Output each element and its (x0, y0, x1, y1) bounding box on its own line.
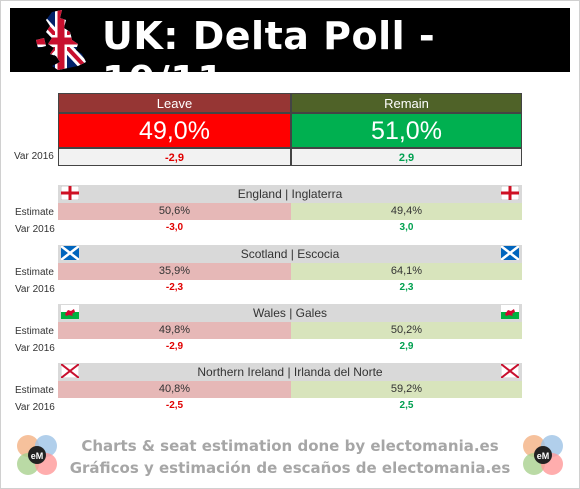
var-label: Var 2016 (15, 284, 55, 295)
remain-estimate: 59,2% (291, 381, 522, 398)
leave-var: -2,9 (165, 341, 184, 352)
region-name: Northern Ireland | Irlanda del Norte (58, 363, 522, 381)
var-label: Var 2016 (15, 224, 55, 235)
northern-ireland-flag-icon (61, 364, 79, 378)
leave-estimate: 50,6% (58, 203, 291, 220)
estimate-label: Estimate (15, 267, 54, 278)
region-name: Wales | Gales (58, 304, 522, 322)
region-scotland: Scotland | Escocia 35,9% 64,1% -2,3 2,3 (58, 245, 522, 297)
national-var-label: Var 2016 (14, 151, 54, 162)
leave-var: -2,3 (165, 282, 184, 293)
northern-ireland-flag-icon (501, 364, 519, 378)
remain-var: 2,5 (399, 400, 414, 411)
wales-flag-icon (501, 305, 519, 319)
remain-header: Remain (291, 93, 522, 113)
estimate-label: Estimate (15, 207, 54, 218)
footer-credit-en: Charts & seat estimation done by electom… (81, 437, 499, 455)
uk-map-icon (36, 10, 86, 70)
remain-national-var: 2,9 (291, 148, 522, 166)
page-title: UK: Delta Poll - 19/11 (102, 14, 436, 102)
logo-text: eM (31, 451, 44, 461)
scotland-flag-icon (501, 246, 519, 260)
var-label: Var 2016 (15, 343, 55, 354)
remain-estimate: 50,2% (291, 322, 522, 339)
leave-national-var: -2,9 (58, 148, 291, 166)
electomania-logo-icon: eM (17, 435, 57, 475)
leave-national-value: 49,0% (58, 113, 291, 148)
region-wales: Wales | Gales 49,8% 50,2% -2,9 2,9 (58, 304, 522, 356)
leave-estimate: 35,9% (58, 263, 291, 280)
england-flag-icon (61, 186, 79, 200)
remain-var: 2,3 (399, 282, 414, 293)
leave-var: -3,0 (165, 222, 184, 233)
region-name: England | Inglaterra (58, 185, 522, 203)
leave-header: Leave (58, 93, 291, 113)
remain-estimate: 64,1% (291, 263, 522, 280)
leave-var: -2,5 (165, 400, 184, 411)
remain-var: 2,9 (399, 341, 414, 352)
title-banner: UK: Delta Poll - 19/11 (10, 8, 570, 102)
region-name: Scotland | Escocia (58, 245, 522, 263)
leave-estimate: 49,8% (58, 322, 291, 339)
var-label: Var 2016 (15, 402, 55, 413)
logo-text: eM (537, 451, 550, 461)
remain-var: 3,0 (399, 222, 414, 233)
region-northern-ireland: Northern Ireland | Irlanda del Norte 40,… (58, 363, 522, 415)
wales-flag-icon (61, 305, 79, 319)
footer-credit-es: Gráficos y estimación de escaños de elec… (69, 459, 511, 477)
scotland-flag-icon (61, 246, 79, 260)
estimate-label: Estimate (15, 385, 54, 396)
england-flag-icon (501, 186, 519, 200)
remain-estimate: 49,4% (291, 203, 522, 220)
remain-national-value: 51,0% (291, 113, 522, 148)
leave-estimate: 40,8% (58, 381, 291, 398)
estimate-label: Estimate (15, 326, 54, 337)
region-england: England | Inglaterra 50,6% 49,4% -3,0 3,… (58, 185, 522, 237)
electomania-logo-icon: eM (523, 435, 563, 475)
